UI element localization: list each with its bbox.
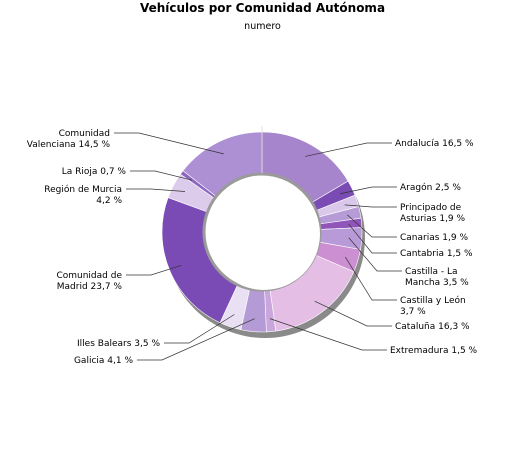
slice-label-line: Mancha 3,5 %	[405, 278, 469, 288]
slice-label: Cataluña 16,3 %	[395, 322, 470, 332]
slice-label: Andalucía 16,5 %	[395, 139, 474, 149]
slice-label: Principado de Asturias 1,9 %	[400, 203, 466, 224]
slice-label-line: Castilla - La	[405, 267, 458, 277]
slice-label: Canarias 1,9 %	[400, 233, 468, 243]
slice-label-line: Illes Balears 3,5 %	[77, 339, 160, 349]
slice-label-line: Asturias 1,9 %	[400, 214, 466, 224]
leader-line	[340, 186, 397, 195]
slice-label-line: Castilla y León	[400, 295, 466, 306]
leader-line	[347, 214, 397, 238]
leader-line	[164, 314, 235, 344]
slice-label: Comunidad Valenciana 14,5 %	[27, 129, 111, 150]
slice-label-line: 4,2 %	[96, 196, 122, 206]
slice-label: Castilla y León 3,7 %	[400, 295, 466, 317]
leader-line	[269, 318, 387, 351]
slice-label-line: Andalucía 16,5 %	[395, 139, 474, 149]
slice-label-line: Comunidad	[59, 129, 110, 139]
leader-line	[114, 132, 224, 155]
slice-label-line: Comunidad de	[56, 271, 122, 281]
leader-line	[305, 142, 392, 157]
slice-label-line: 3,7 %	[400, 307, 426, 317]
leader-line	[348, 237, 402, 272]
slice-label: Illes Balears 3,5 %	[77, 339, 160, 349]
slice-label-line: Región de Murcia	[44, 184, 122, 195]
slice-label-line: Cataluña 16,3 %	[395, 322, 470, 332]
slice-label: Comunidad de Madrid 23,7 %	[56, 271, 122, 292]
chart-title: Vehículos por Comunidad Autónoma	[139, 1, 386, 15]
slice-label-line: Madrid 23,7 %	[57, 282, 123, 292]
leader-line	[348, 223, 397, 254]
slice-label-line: Principado de	[400, 203, 462, 213]
slice-label: Galicia 4,1 %	[74, 356, 133, 366]
slice-label: Aragón 2,5 %	[400, 182, 461, 193]
leader-line	[137, 318, 255, 361]
slice-label: Cantabria 1,5 %	[400, 249, 473, 259]
leader-line	[126, 188, 186, 192]
chart-subtitle: numero	[244, 21, 281, 32]
slice-label-line: Extremadura 1,5 %	[390, 346, 478, 356]
slice-label: Región de Murcia 4,2 %	[44, 184, 122, 206]
leader-line	[126, 264, 182, 276]
donut-hole-inner	[208, 178, 320, 290]
slice-label-line: Aragón 2,5 %	[400, 182, 461, 193]
slice-label: Castilla - La Mancha 3,5 %	[405, 267, 469, 288]
slice-label-line: Valenciana 14,5 %	[27, 140, 111, 150]
slice-label-line: Cantabria 1,5 %	[400, 249, 473, 259]
slice-label-line: La Rioja 0,7 %	[62, 167, 127, 177]
leader-line	[344, 204, 397, 208]
slice-label: Extremadura 1,5 %	[390, 346, 478, 356]
leader-line	[130, 170, 193, 181]
leader-line	[345, 256, 397, 301]
leader-line	[314, 300, 392, 327]
slice-label-line: Galicia 4,1 %	[74, 356, 133, 366]
slice-label-line: Canarias 1,9 %	[400, 233, 468, 243]
slice-label: La Rioja 0,7 %	[62, 167, 127, 177]
